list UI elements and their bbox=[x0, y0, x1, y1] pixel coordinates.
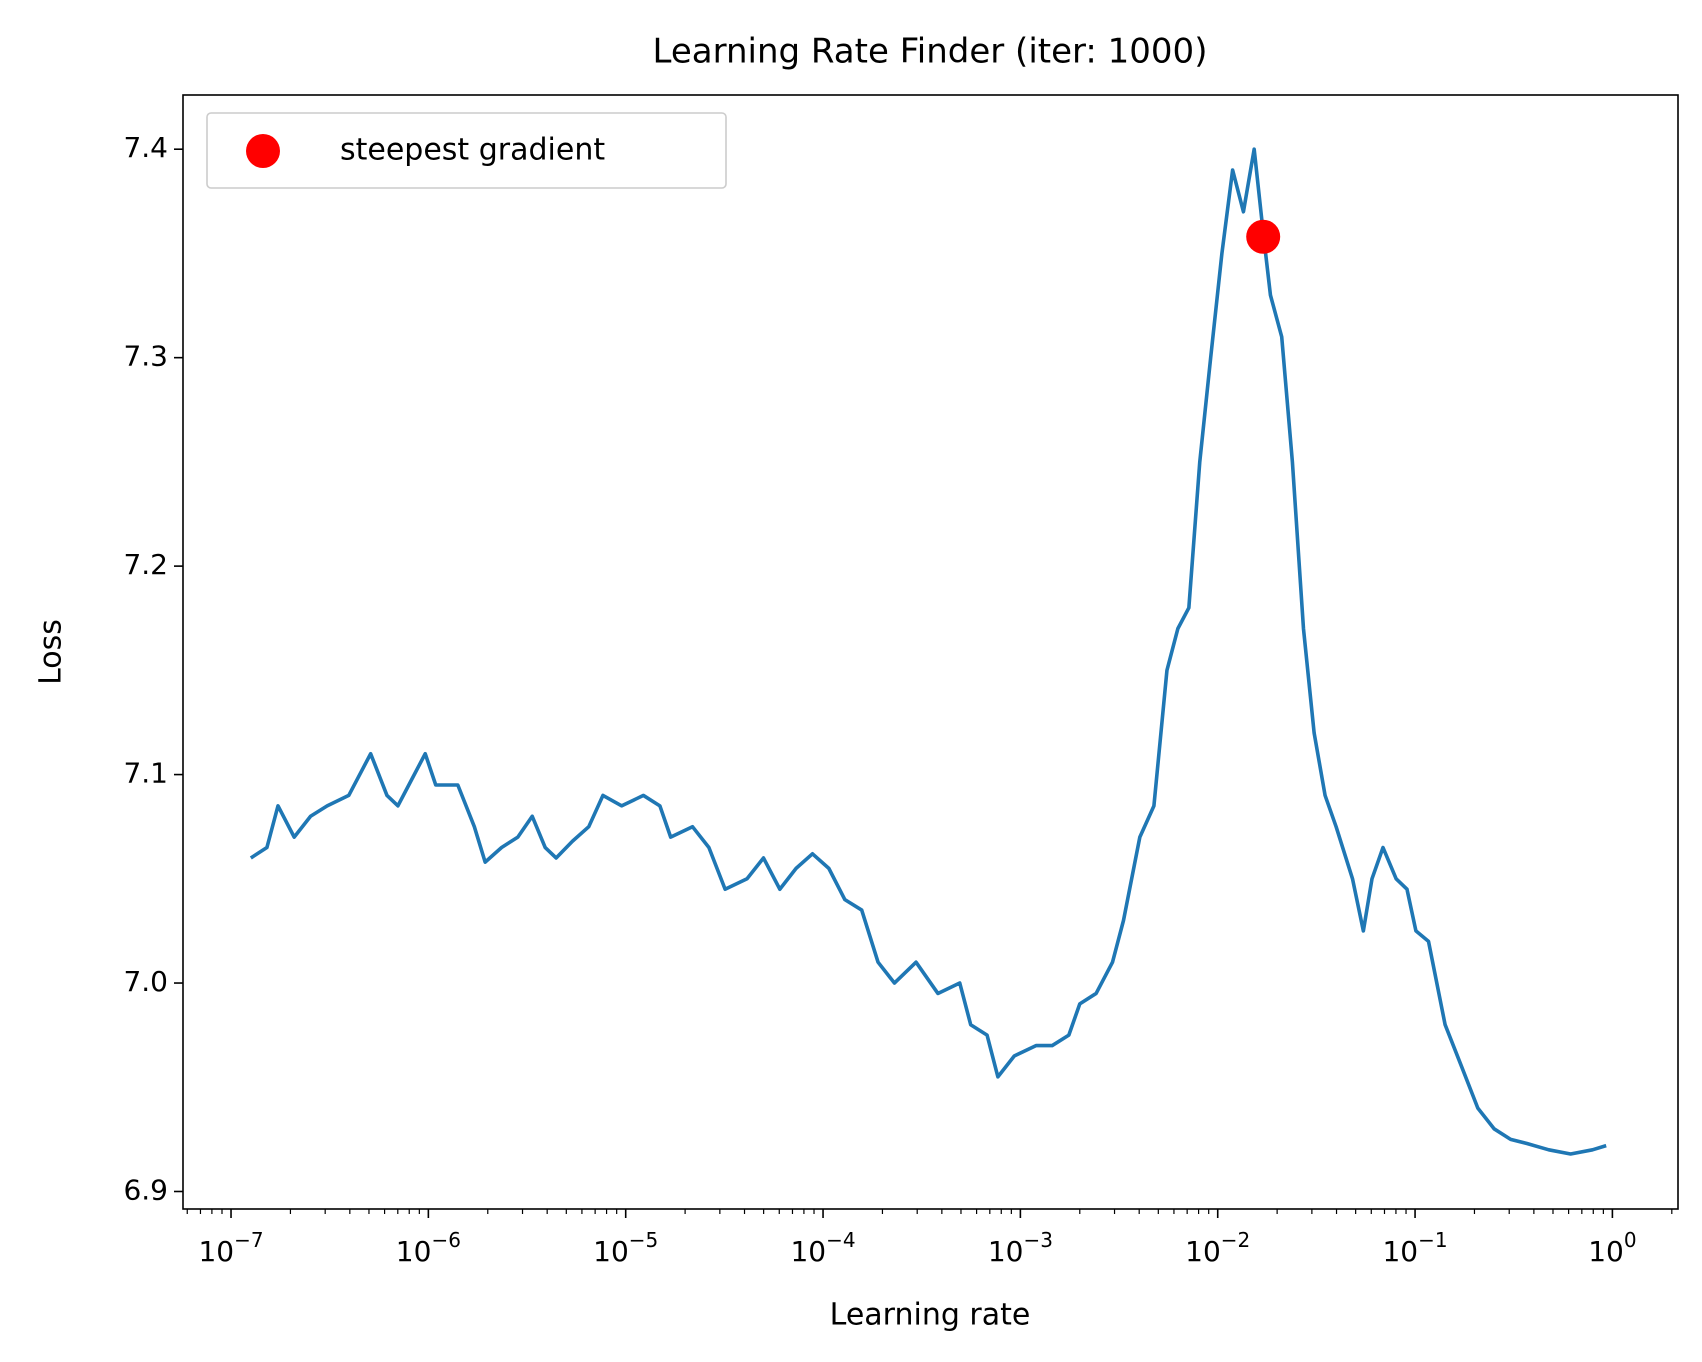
plot-frame bbox=[182, 94, 1679, 1210]
legend-box bbox=[206, 112, 727, 189]
x-tick-label: 10−4 bbox=[790, 1228, 855, 1269]
y-tick-label: 7.0 bbox=[123, 965, 168, 998]
x-tick-label: 10−2 bbox=[1185, 1228, 1250, 1269]
x-tick-label: 10−3 bbox=[988, 1228, 1053, 1269]
x-tick-label: 10−1 bbox=[1382, 1228, 1447, 1269]
marker-point bbox=[1246, 219, 1281, 254]
legend-marker bbox=[246, 134, 280, 168]
x-tick-label: 100 bbox=[1588, 1228, 1636, 1269]
x-axis-label: Learning rate bbox=[830, 1298, 1031, 1333]
x-tick-label: 10−5 bbox=[593, 1228, 658, 1269]
y-tick-label: 7.2 bbox=[123, 548, 168, 581]
chart-title: Learning Rate Finder (iter: 1000) bbox=[653, 32, 1208, 72]
y-axis-label: Loss bbox=[34, 619, 69, 685]
y-tick-label: 7.1 bbox=[123, 757, 168, 790]
y-tick-label: 6.9 bbox=[123, 1173, 168, 1206]
y-tick-label: 7.3 bbox=[123, 340, 168, 373]
y-tick-label: 7.4 bbox=[123, 131, 168, 164]
x-tick-label: 10−7 bbox=[198, 1228, 263, 1269]
x-tick-label: 10−6 bbox=[396, 1228, 461, 1269]
legend-label: steepest gradient bbox=[340, 133, 605, 168]
loss-line bbox=[249, 147, 1607, 1156]
